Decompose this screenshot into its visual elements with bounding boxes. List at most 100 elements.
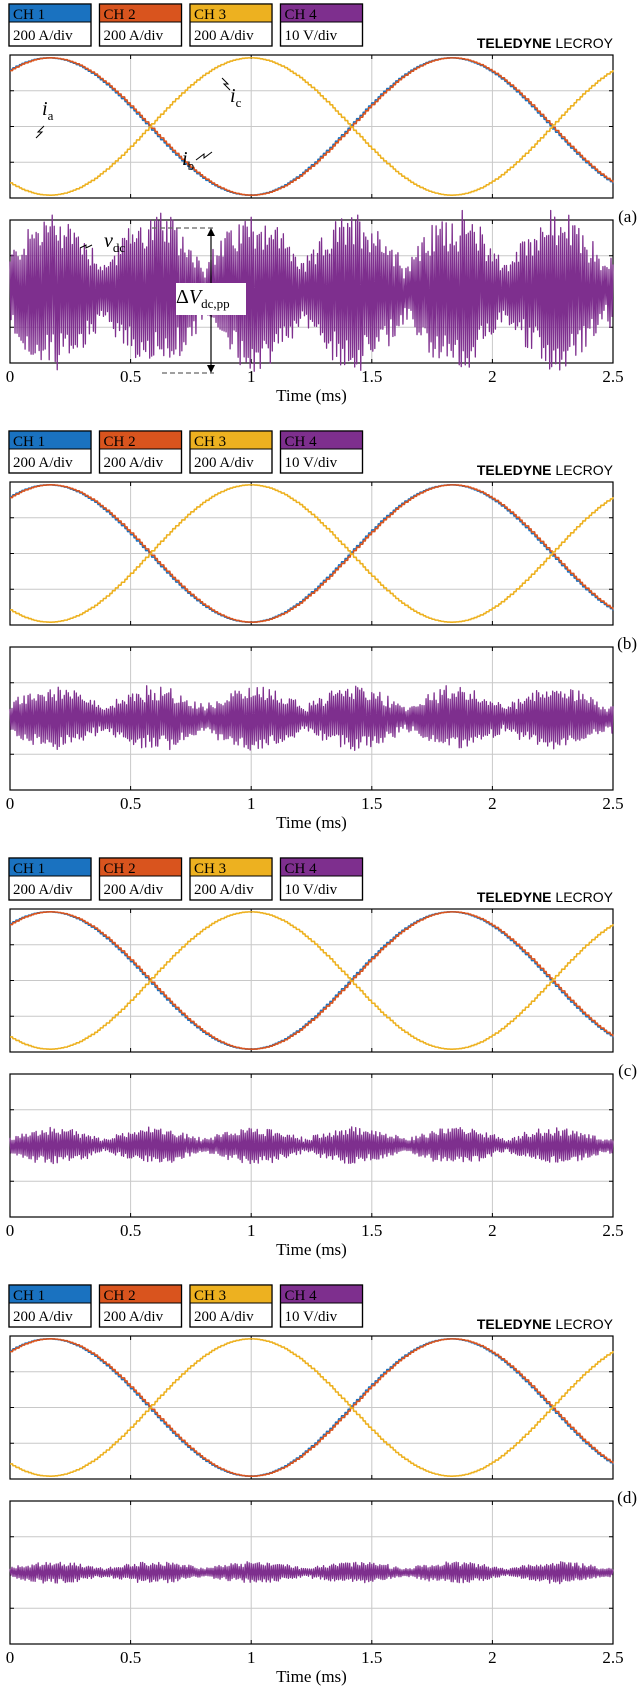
annotation-subscript: dc,pp [201, 296, 230, 311]
brand-strong: TELEDYNE [477, 889, 556, 905]
channel-color-swatch [9, 858, 91, 876]
channel-box-ch3: CH 3 200 A/div [189, 430, 273, 474]
x-tick-label: 0 [6, 1221, 15, 1240]
x-tick-label: 2 [488, 1648, 497, 1667]
annotation-subscript: b [188, 158, 195, 173]
channel-label: CH 3 [194, 434, 226, 450]
panel-label: (d) [617, 1488, 637, 1507]
channel-label: CH 3 [194, 7, 226, 23]
channel-box-ch4: CH 4 10 V/div [279, 430, 364, 474]
leader-vdc [79, 244, 93, 249]
x-tick-label: 1.5 [361, 1221, 382, 1240]
x-tick-label: 1 [247, 367, 256, 386]
annotation-base: i [182, 148, 188, 170]
channel-label: CH 1 [13, 1288, 45, 1304]
channel-color-swatch [190, 858, 272, 876]
brand-label: TELEDYNE LECROY [477, 462, 614, 478]
x-axis-label: Time (ms) [276, 813, 347, 832]
channel-box-border [279, 430, 364, 474]
channel-box-ch3: CH 3 200 A/div [189, 3, 273, 47]
x-tick-label: 1.5 [361, 794, 382, 813]
voltage-trace-ch4 [9, 685, 614, 751]
ripple-arrow-head-down [207, 365, 215, 373]
label-delta-vdc-pp: ΔVdc,pp [176, 286, 230, 311]
annotation-subscript: c [236, 95, 242, 110]
channel-color-swatch [190, 4, 272, 22]
current-trace-ch2 [9, 1338, 614, 1477]
channel-box-ch3: CH 3 200 A/div [189, 857, 273, 901]
annotation-base: i [230, 85, 236, 107]
x-axis-label: Time (ms) [276, 1240, 347, 1259]
channel-box-border [189, 857, 273, 901]
channel-color-swatch [9, 4, 91, 22]
current-trace-ch3 [9, 57, 614, 196]
channel-scale: 200 A/div [104, 1309, 164, 1325]
annotation-prefix: Δ [176, 286, 189, 308]
channel-scale: 200 A/div [13, 455, 73, 471]
channel-box-ch1: CH 1 200 A/div [8, 3, 92, 47]
x-tick-label: 1 [247, 1221, 256, 1240]
channel-scale: 10 V/div [285, 882, 338, 898]
current-trace-ch1 [9, 484, 614, 623]
channel-box-border [279, 1284, 364, 1328]
x-tick-label: 1.5 [361, 1648, 382, 1667]
channel-color-swatch [99, 1285, 182, 1303]
current-plot-grid [9, 908, 614, 1053]
channel-box-ch2: CH 2 200 A/div [98, 430, 183, 474]
channel-box-border [8, 1284, 92, 1328]
x-tick-label: 2 [488, 1221, 497, 1240]
panel-label: (c) [618, 1061, 637, 1080]
brand-strong: TELEDYNE [477, 35, 556, 51]
channel-box-ch2: CH 2 200 A/div [98, 857, 183, 901]
channel-label: CH 4 [285, 861, 318, 877]
current-trace-ch1 [9, 911, 614, 1050]
panel-label: (a) [618, 207, 637, 226]
channel-scale: 200 A/div [13, 28, 73, 44]
annotation-subscript: a [48, 108, 54, 123]
current-trace-ch3 [9, 1338, 614, 1477]
channel-scale: 10 V/div [285, 455, 338, 471]
label-ia: ia [42, 98, 54, 123]
channel-box-border [98, 857, 183, 901]
channel-color-swatch [190, 1285, 272, 1303]
channel-scale: 10 V/div [285, 1309, 338, 1325]
x-tick-label: 2.5 [602, 794, 623, 813]
channel-scale: 200 A/div [104, 28, 164, 44]
leader-ib [195, 151, 213, 161]
x-tick-label: 0 [6, 367, 15, 386]
label-ic: ic [230, 85, 242, 110]
channel-box-ch4: CH 4 10 V/div [279, 3, 364, 47]
voltage-trace-ch4 [9, 1126, 614, 1165]
brand-strong: TELEDYNE [477, 462, 556, 478]
channel-color-swatch [9, 431, 91, 449]
x-tick-label: 2 [488, 794, 497, 813]
x-tick-label: 1 [247, 1648, 256, 1667]
x-tick-label: 2.5 [602, 367, 623, 386]
channel-box-border [8, 430, 92, 474]
channel-box-border [8, 857, 92, 901]
channel-box-ch4: CH 4 10 V/div [279, 857, 364, 901]
channel-label: CH 3 [194, 861, 226, 877]
channel-box-border [98, 1284, 183, 1328]
brand-strong: TELEDYNE [477, 1316, 556, 1332]
leader-ic [221, 77, 231, 91]
label-ib: ib [182, 148, 194, 173]
current-trace-ch1 [9, 1338, 614, 1477]
channel-scale: 200 A/div [194, 455, 254, 471]
channel-label: CH 1 [13, 861, 45, 877]
channel-color-swatch [99, 858, 182, 876]
channel-color-swatch [99, 4, 182, 22]
brand-light: LECROY [555, 462, 613, 478]
channel-box-ch2: CH 2 200 A/div [98, 1284, 183, 1328]
brand-label: TELEDYNE LECROY [477, 889, 614, 905]
current-plot-grid [9, 481, 614, 626]
channel-scale: 200 A/div [13, 882, 73, 898]
x-tick-label: 1 [247, 794, 256, 813]
panel-label: (b) [617, 634, 637, 653]
x-tick-label: 1.5 [361, 367, 382, 386]
brand-light: LECROY [555, 1316, 613, 1332]
channel-label: CH 2 [104, 1288, 136, 1304]
